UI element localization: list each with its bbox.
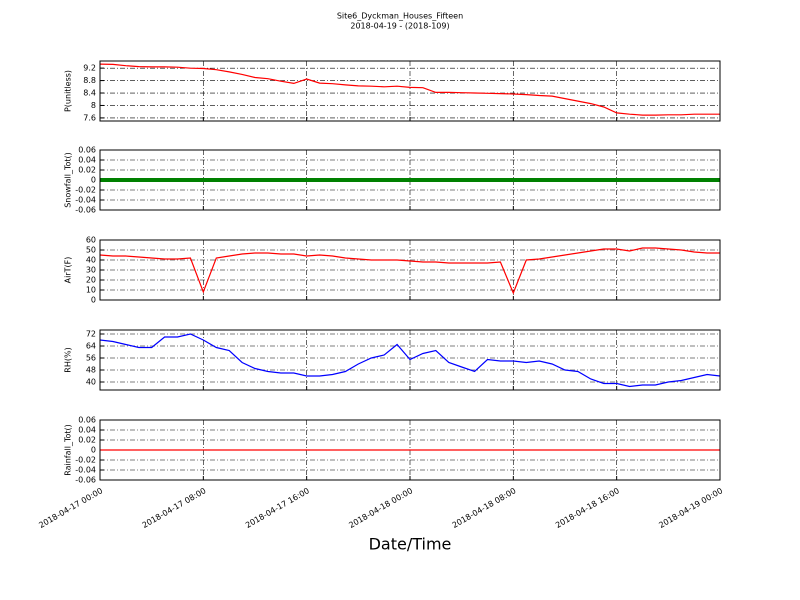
y-tick-label: 50: [86, 246, 96, 255]
y-tick-label: -0.04: [75, 196, 96, 205]
plot-frame: [99, 419, 721, 481]
y-tick-label: 20: [86, 276, 96, 285]
y-tick-label: 0: [91, 296, 96, 305]
plot-frame: [99, 329, 721, 391]
y-tick-label: -0.06: [75, 476, 96, 485]
y-tick-label: 56: [86, 354, 96, 363]
y-axis-label: P(unitless): [64, 70, 73, 112]
y-tick-label: 0: [91, 176, 96, 185]
plot-frame: [99, 60, 721, 122]
y-tick-label: 0.06: [78, 146, 96, 155]
y-tick-label: 8.8: [83, 76, 96, 85]
y-tick-label: -0.02: [75, 456, 96, 465]
y-tick-label: 7.6: [83, 113, 96, 122]
y-tick-label: 0.02: [78, 436, 96, 445]
y-tick-label: 40: [86, 256, 96, 265]
y-tick-label: 8: [91, 101, 96, 110]
figure-title: Site6_Dyckman_Houses_Fifteen: [337, 12, 463, 21]
y-tick-label: 0.04: [78, 156, 96, 165]
y-tick-label: 48: [86, 366, 96, 375]
y-tick-label: 0.02: [78, 166, 96, 175]
data-line: [99, 63, 720, 116]
y-tick-label: 8.4: [83, 89, 96, 98]
y-tick-label: -0.04: [75, 466, 96, 475]
y-tick-label: 10: [86, 286, 96, 295]
data-line: [99, 333, 721, 388]
plot-frame: [99, 149, 721, 211]
y-tick-label: 64: [86, 342, 96, 351]
x-axis-label: Date/Time: [369, 535, 452, 554]
y-tick-label: 72: [86, 330, 96, 339]
plot-frame: [99, 239, 721, 301]
y-axis-label: RH(%): [64, 347, 73, 372]
y-tick-label: -0.02: [75, 186, 96, 195]
y-tick-label: 0.04: [78, 426, 96, 435]
y-tick-label: 40: [86, 378, 96, 387]
y-axis-label: Snowfall_Tot(): [64, 152, 73, 208]
y-tick-label: 0.06: [78, 416, 96, 425]
y-tick-label: -0.06: [75, 206, 96, 215]
y-axis-label: AirT(F): [64, 257, 73, 284]
y-axis-label: Rainfall_Tot(): [64, 424, 73, 476]
y-tick-label: 60: [86, 236, 96, 245]
y-tick-label: 9.2: [83, 64, 96, 73]
data-line: [99, 247, 720, 295]
figure-subtitle: 2018-04-19 - (2018-109): [350, 22, 449, 31]
y-tick-label: 30: [86, 266, 96, 275]
y-tick-label: 0: [91, 446, 96, 455]
